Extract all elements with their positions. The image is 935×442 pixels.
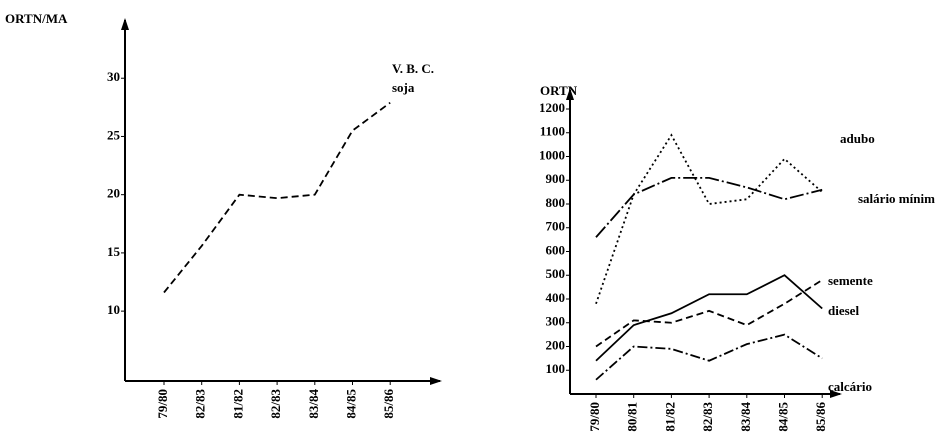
x-tick-label: 81/82 [662,402,677,432]
y-tick-label: 1000 [539,147,565,162]
series-label: calcário [828,379,872,394]
x-tick-label: 85/86 [813,402,828,432]
x-tick-label: 82/83 [193,389,208,419]
annotation: V. B. C. [392,61,434,76]
series-label: diesel [828,303,859,318]
y-tick-label: 500 [546,266,566,281]
y-tick-label: 25 [107,127,121,142]
y-tick-label: 400 [546,290,566,305]
x-arrow [830,390,842,398]
x-tick-label: 80/81 [625,402,640,432]
y-tick-label: 1200 [539,100,565,115]
y-arrow [566,88,574,100]
series-label: soja [392,80,415,95]
y-tick-label: 10 [107,302,120,317]
series-label: semente [828,273,873,288]
y-tick-label: 600 [546,242,566,257]
series-line [595,176,823,238]
y-tick-label: 300 [546,314,566,329]
x-tick-label: 79/80 [155,389,170,419]
x-tick-label: 81/82 [230,389,245,419]
y-tick-label: 900 [546,171,566,186]
y-tick-label: 200 [546,337,566,352]
x-tick-label: 85/86 [381,389,396,419]
series-label: salário mínimo [858,191,935,206]
series-label: adubo [840,131,875,146]
y-tick-label: 15 [107,244,121,259]
y-tick-label: 20 [107,186,120,201]
x-tick-label: 82/83 [700,402,715,432]
y-axis-label: ORTN/MA [5,11,68,26]
y-tick-label: 100 [546,361,566,376]
series-line [163,101,391,294]
series-line [595,274,823,362]
y-axis-label: ORTN [540,83,578,98]
x-tick-label: 84/85 [775,402,790,432]
x-tick-label: 83/84 [738,402,753,432]
y-tick-label: 1100 [540,124,565,139]
series-line [595,333,823,381]
x-tick-label: 84/85 [343,389,358,419]
series-line [595,279,823,348]
x-tick-label: 82/83 [268,389,283,419]
x-tick-label: 83/84 [306,389,321,419]
y-tick-label: 700 [546,219,566,234]
y-tick-label: 30 [107,69,120,84]
x-tick-label: 79/80 [587,402,602,432]
y-tick-label: 800 [546,195,566,210]
y-arrow [121,18,129,30]
x-arrow [430,377,442,385]
